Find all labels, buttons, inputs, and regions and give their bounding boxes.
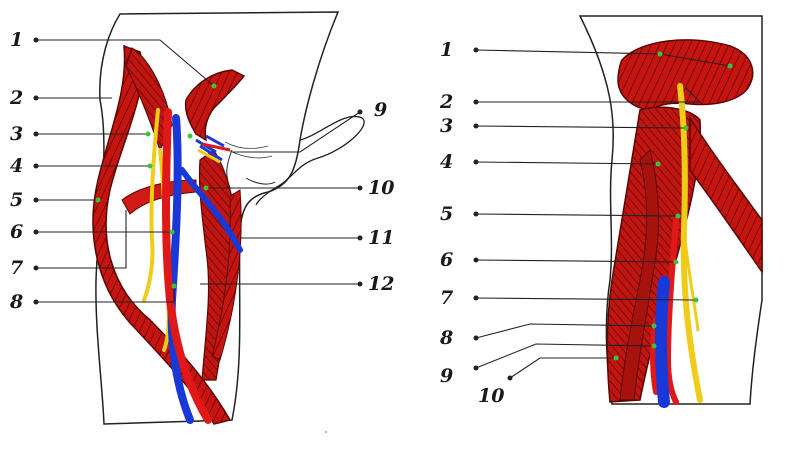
left-label-3: 3 <box>10 123 23 145</box>
left-label-12: 12 <box>368 273 394 295</box>
left-reflected-muscle <box>184 69 246 142</box>
left-pointer-dots <box>33 37 363 305</box>
right-gluteus-muscle <box>617 39 754 111</box>
right-label-2: 2 <box>439 91 453 113</box>
left-hip-contour <box>255 115 365 206</box>
left-great-saphenous-vein <box>179 167 243 253</box>
left-label-7: 7 <box>10 257 23 279</box>
left-pointer-lines <box>36 39 361 303</box>
left-label-2: 2 <box>9 87 23 109</box>
right-label-4: 4 <box>440 151 453 173</box>
right-label-8: 8 <box>439 327 453 349</box>
stray-mark <box>325 431 327 433</box>
left-gracilis-muscle <box>211 189 242 361</box>
right-nerve-branch <box>682 228 700 332</box>
left-inguinal-artery <box>201 142 231 152</box>
right-label-1: 1 <box>440 39 453 61</box>
right-label-3: 3 <box>440 115 453 137</box>
right-figure: 1 2 3 4 5 6 7 8 9 10 <box>439 15 763 408</box>
left-sartorius-muscle <box>92 44 232 425</box>
right-semitendinosus-muscle <box>619 149 660 401</box>
left-label-11: 11 <box>368 227 394 249</box>
left-label-8: 8 <box>9 291 23 313</box>
left-label-10: 10 <box>368 177 394 199</box>
left-label-5: 5 <box>10 189 23 211</box>
right-label-5: 5 <box>440 203 453 225</box>
left-label-1: 1 <box>10 29 23 51</box>
right-label-9: 9 <box>440 365 453 387</box>
right-popliteal-artery <box>664 217 679 405</box>
right-biceps-femoris-muscle <box>689 115 763 275</box>
left-label-9: 9 <box>374 99 387 121</box>
right-label-7: 7 <box>440 287 453 309</box>
left-label-4: 4 <box>10 155 23 177</box>
left-spermatic-cord <box>224 141 273 159</box>
left-femoral-artery <box>162 108 212 424</box>
right-popliteal-vein <box>655 276 670 408</box>
left-figure: 1 2 3 4 5 6 7 8 9 10 11 12 <box>9 11 394 425</box>
left-label-6: 6 <box>10 221 23 243</box>
left-inguinal-nerve <box>197 148 221 164</box>
right-pointer-dots <box>473 47 733 381</box>
right-label-10: 10 <box>478 385 504 407</box>
right-label-6: 6 <box>440 249 453 271</box>
